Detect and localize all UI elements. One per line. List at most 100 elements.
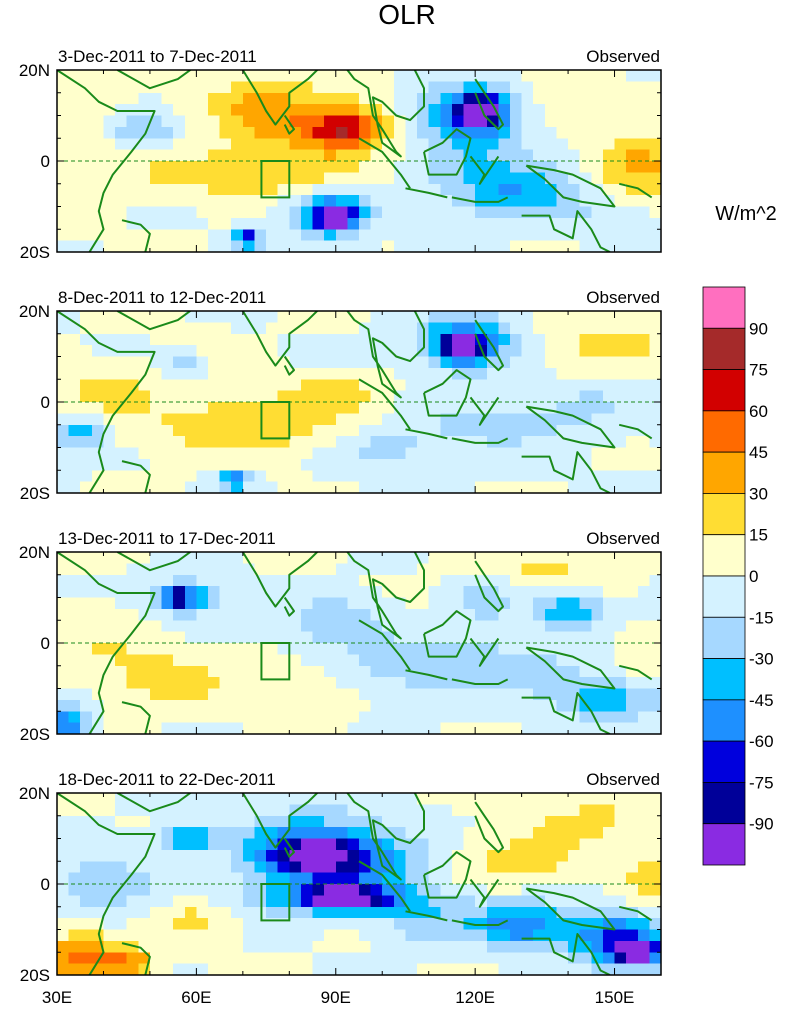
olr-cell — [382, 458, 395, 471]
olr-cell — [579, 70, 592, 82]
olr-cell — [440, 838, 453, 851]
olr-cell — [80, 183, 93, 196]
olr-cell — [324, 552, 337, 564]
olr-cell — [103, 104, 116, 117]
olr-cell — [289, 379, 302, 392]
olr-cell — [428, 470, 441, 483]
olr-cell — [451, 895, 465, 908]
olr-cell — [649, 183, 661, 196]
olr-cell — [103, 815, 116, 828]
olr-cell — [521, 906, 534, 919]
olr-cell — [521, 918, 534, 931]
olr-cell — [359, 643, 372, 655]
olr-cell — [486, 356, 499, 369]
panel-period: 8-Dec-2011 to 12-Dec-2011 — [58, 288, 266, 307]
olr-cell — [405, 126, 418, 139]
olr-cell — [115, 229, 128, 242]
olr-cell — [510, 322, 523, 335]
olr-cell — [91, 104, 105, 117]
olr-cell — [277, 379, 290, 392]
olr-cell — [498, 70, 511, 82]
olr-cell — [242, 172, 256, 185]
olr-cell — [626, 436, 639, 449]
olr-cell — [208, 379, 221, 392]
olr-cell — [277, 104, 290, 117]
olr-cell — [126, 884, 139, 896]
olr-cell — [254, 379, 267, 392]
olr-cell — [602, 929, 616, 942]
olr-cell — [649, 229, 661, 242]
olr-cell — [591, 172, 604, 185]
olr-cell — [184, 952, 197, 965]
colorbar-box — [702, 616, 746, 659]
olr-cell — [451, 402, 465, 414]
olr-cell — [80, 793, 93, 805]
olr-cell — [556, 149, 569, 162]
olr-cell — [115, 458, 128, 471]
olr-cell — [57, 138, 70, 151]
olr-cell — [312, 240, 325, 252]
olr-cell — [486, 138, 499, 151]
olr-cell — [300, 838, 314, 851]
coastline — [121, 219, 151, 252]
olr-cell — [324, 631, 337, 644]
olr-cell — [370, 861, 383, 874]
olr-cell — [544, 447, 558, 460]
olr-cell — [602, 458, 616, 471]
olr-cell — [602, 447, 616, 460]
olr-cell — [289, 70, 302, 82]
olr-cell — [277, 838, 290, 851]
olr-cell — [149, 333, 163, 346]
olr-cell — [591, 827, 604, 840]
olr-cell — [382, 413, 395, 426]
olr-cell — [312, 322, 325, 335]
olr-cell — [533, 827, 546, 840]
olr-cell — [463, 183, 476, 196]
olr-cell — [312, 149, 325, 162]
olr-cell — [440, 470, 453, 483]
olr-cell — [521, 608, 534, 621]
olr-cell — [208, 699, 221, 712]
olr-cell — [498, 126, 511, 139]
olr-cell — [637, 608, 650, 621]
olr-cell — [115, 838, 128, 851]
olr-cell — [196, 906, 209, 919]
olr-cell — [382, 918, 395, 931]
olr-cell — [544, 552, 558, 564]
olr-cell — [405, 379, 418, 392]
olr-cell — [451, 608, 465, 621]
olr-cell — [393, 620, 407, 633]
olr-cell — [138, 92, 151, 105]
olr-cell — [568, 402, 581, 414]
olr-cell — [451, 311, 465, 323]
olr-cell — [289, 884, 302, 896]
olr-cell — [440, 70, 453, 82]
olr-cell — [324, 104, 337, 117]
olr-cell — [556, 552, 569, 564]
olr-cell — [324, 70, 337, 82]
olr-cell — [196, 574, 209, 587]
olr-cell — [80, 70, 93, 82]
olr-cell — [266, 711, 279, 724]
box-region — [260, 642, 291, 681]
olr-cell — [417, 206, 430, 219]
olr-cell — [486, 172, 499, 185]
coastline — [241, 793, 425, 881]
olr-cell — [324, 161, 337, 173]
olr-cell — [417, 161, 430, 173]
olr-cell — [115, 665, 128, 678]
olr-cell — [208, 195, 221, 208]
olr-cell — [591, 688, 604, 701]
olr-cell — [254, 345, 267, 358]
olr-cell — [626, 161, 639, 173]
tick-marks — [57, 70, 661, 252]
olr-cell — [57, 436, 70, 449]
olr-cell — [254, 608, 267, 621]
olr-cell — [614, 149, 627, 162]
olr-cell — [126, 963, 139, 975]
olr-cell — [440, 620, 453, 633]
olr-cell — [556, 322, 569, 335]
olr-cell — [440, 424, 453, 437]
olr-cell — [335, 699, 348, 712]
olr-cell — [510, 838, 523, 851]
